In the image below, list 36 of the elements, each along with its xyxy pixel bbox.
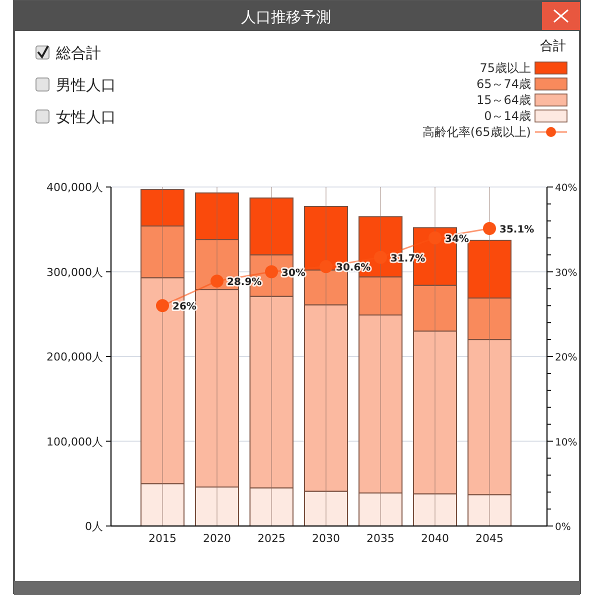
y2-tick-label: 40% (555, 183, 578, 194)
y-tick-label: 300,000人 (46, 266, 103, 279)
legend-title: 合計 (540, 39, 566, 54)
x-tick-label: 2040 (421, 532, 449, 545)
legend-label: 0～14歳 (484, 109, 531, 123)
y-tick-label: 200,000人 (46, 350, 103, 364)
point (210, 274, 224, 288)
x-tick-label: 2035 (366, 532, 394, 545)
data-label: 34% (445, 234, 469, 245)
x-tick-label: 2015 (148, 532, 176, 545)
point (428, 231, 442, 244)
point (374, 250, 387, 264)
text: 女性人口 (56, 108, 116, 126)
legend-label: 75歳以上 (480, 61, 531, 75)
legend-label: 高齢化率(65歳以上) (422, 125, 531, 139)
point (156, 299, 169, 312)
y2-tick-label: 10% (555, 437, 578, 448)
y-tick-label: 400,000人 (46, 181, 103, 194)
y2-tick-label: 30% (555, 268, 578, 279)
y2-tick-label: 0% (555, 522, 571, 533)
text: 男性人口 (56, 76, 116, 94)
data-label: 30% (282, 268, 306, 279)
text: 総合計 (55, 44, 101, 62)
x-tick-label: 2045 (476, 532, 504, 545)
legend-label: 15～64歳 (476, 93, 531, 107)
legend-label: 65～74歳 (476, 77, 531, 91)
y2-tick-label: 20% (555, 352, 578, 364)
x-tick-label: 2020 (203, 532, 231, 545)
data-label: 35.1% (500, 224, 534, 236)
point (483, 222, 496, 236)
x-tick-label: 2025 (258, 532, 286, 545)
x-tick-label: 2030 (312, 532, 340, 545)
y-tick-label: 0人 (85, 520, 103, 533)
point (320, 260, 332, 274)
y-tick-label: 100,000人 (46, 435, 103, 448)
chart-title: 人口推移予測 (241, 8, 331, 26)
